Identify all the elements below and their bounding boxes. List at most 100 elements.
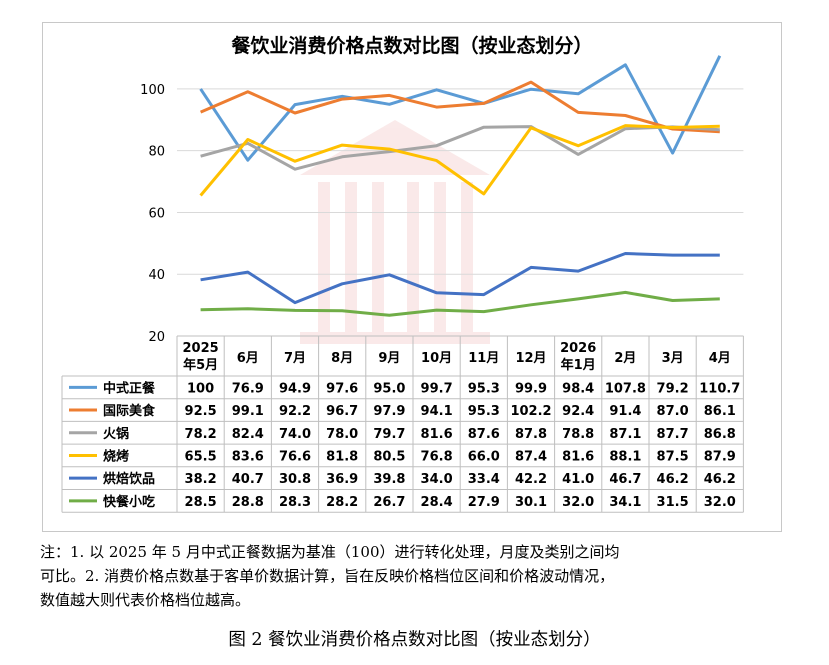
data-label: 46.2 — [704, 472, 736, 487]
data-label: 30.8 — [279, 472, 311, 487]
data-label: 30.1 — [515, 495, 547, 510]
data-label: 38.2 — [185, 472, 217, 487]
y-tick-label: 20 — [148, 330, 165, 345]
series-line — [199, 55, 722, 162]
data-label: 107.8 — [605, 381, 646, 396]
data-label: 41.0 — [562, 472, 594, 487]
series-line — [200, 80, 720, 134]
series-line — [200, 290, 720, 317]
data-label: 32.0 — [562, 495, 594, 510]
data-label: 40.7 — [232, 472, 264, 487]
data-label: 26.7 — [373, 495, 405, 510]
figure-caption: 图 2 餐饮业消费价格点数对比图（按业态划分） — [228, 630, 601, 650]
data-label: 28.5 — [185, 495, 217, 510]
footnote-line-2: 可比。2. 消费价格点数基于客单价数据计算，旨在反映价格档位区间和价格波动情况， — [40, 567, 615, 585]
data-label: 96.7 — [326, 404, 358, 419]
data-label: 81.8 — [326, 449, 358, 464]
chart-frame — [42, 22, 782, 532]
x-tick-label: 年1月 — [561, 357, 596, 373]
x-tick-label: 9月 — [378, 351, 400, 366]
data-label: 74.0 — [279, 427, 311, 442]
series-lines — [199, 55, 722, 317]
data-label: 87.5 — [657, 449, 689, 464]
data-label: 28.4 — [421, 495, 453, 510]
data-label: 95.3 — [468, 381, 500, 396]
data-label: 66.0 — [468, 449, 500, 464]
data-label: 39.8 — [373, 472, 405, 487]
data-label: 87.9 — [704, 449, 736, 464]
legend-label: 快餐小吃 — [103, 494, 155, 510]
data-label: 28.3 — [279, 495, 311, 510]
legend-label: 中式正餐 — [103, 380, 156, 396]
data-label: 76.8 — [421, 449, 453, 464]
chart-title: 餐饮业消费价格点数对比图（按业态划分） — [231, 35, 593, 57]
data-label: 110.7 — [699, 381, 740, 396]
data-label: 87.4 — [515, 449, 547, 464]
legend-label: 国际美食 — [103, 403, 156, 419]
data-label: 94.9 — [279, 381, 311, 396]
x-tick-label: 12月 — [515, 351, 546, 366]
data-label: 87.6 — [468, 427, 500, 442]
x-tick-label: 4月 — [709, 351, 731, 366]
x-tick-label: 6月 — [237, 351, 259, 366]
x-tick-label: 2026 — [560, 341, 596, 356]
y-tick-label: 40 — [148, 268, 165, 283]
x-tick-label: 2025 — [183, 341, 219, 356]
data-label: 28.2 — [326, 495, 358, 510]
data-label: 95.3 — [468, 404, 500, 419]
data-label: 78.8 — [562, 427, 594, 442]
data-label: 99.1 — [232, 404, 264, 419]
x-tick-label: 3月 — [662, 351, 684, 366]
x-tick-label: 8月 — [331, 351, 353, 366]
footnote-line-1: 注：1. 以 2025 年 5 月中式正餐数据为基准（100）进行转化处理，月度… — [40, 543, 620, 561]
data-label: 100 — [187, 381, 214, 396]
data-label: 46.2 — [657, 472, 689, 487]
data-label: 79.7 — [373, 427, 405, 442]
data-label: 76.6 — [279, 449, 311, 464]
data-label: 95.0 — [373, 381, 405, 396]
footnote: 注：1. 以 2025 年 5 月中式正餐数据为基准（100）进行转化处理，月度… — [40, 540, 800, 612]
data-label: 87.0 — [657, 404, 689, 419]
data-label: 31.5 — [657, 495, 689, 510]
data-label: 34.1 — [609, 495, 641, 510]
x-tick-label: 11月 — [468, 351, 499, 366]
data-label: 88.1 — [609, 449, 641, 464]
series-line — [200, 252, 720, 305]
data-label: 34.0 — [421, 472, 453, 487]
data-label: 27.9 — [468, 495, 500, 510]
data-label: 81.6 — [421, 427, 453, 442]
data-label: 92.2 — [279, 404, 311, 419]
data-label: 86.1 — [704, 404, 736, 419]
series-line — [200, 125, 720, 171]
data-label: 82.4 — [232, 427, 264, 442]
legend-label: 烘焙饮品 — [103, 471, 155, 487]
series-line — [199, 124, 720, 197]
data-label: 87.1 — [609, 427, 641, 442]
data-label: 78.0 — [326, 427, 358, 442]
data-label: 80.5 — [373, 449, 405, 464]
data-label: 94.1 — [421, 404, 453, 419]
data-label: 28.8 — [232, 495, 264, 510]
data-label: 97.9 — [373, 404, 405, 419]
data-label: 97.6 — [326, 381, 358, 396]
data-label: 83.6 — [232, 449, 264, 464]
y-tick-label: 60 — [148, 206, 165, 221]
data-label: 46.7 — [609, 472, 641, 487]
data-label: 87.8 — [515, 427, 547, 442]
data-label: 86.8 — [704, 427, 736, 442]
data-label: 102.2 — [510, 404, 551, 419]
data-label: 33.4 — [468, 472, 500, 487]
data-label: 99.9 — [515, 381, 547, 396]
data-label: 79.2 — [657, 381, 689, 396]
data-label: 32.0 — [704, 495, 736, 510]
x-tick-label: 10月 — [421, 351, 452, 366]
data-label: 91.4 — [609, 404, 641, 419]
data-label: 42.2 — [515, 472, 547, 487]
x-tick-label: 7月 — [284, 351, 306, 366]
data-label: 98.4 — [562, 381, 594, 396]
data-label: 99.7 — [421, 381, 453, 396]
x-tick-label: 年5月 — [183, 357, 218, 373]
y-tick-label: 80 — [148, 145, 165, 160]
